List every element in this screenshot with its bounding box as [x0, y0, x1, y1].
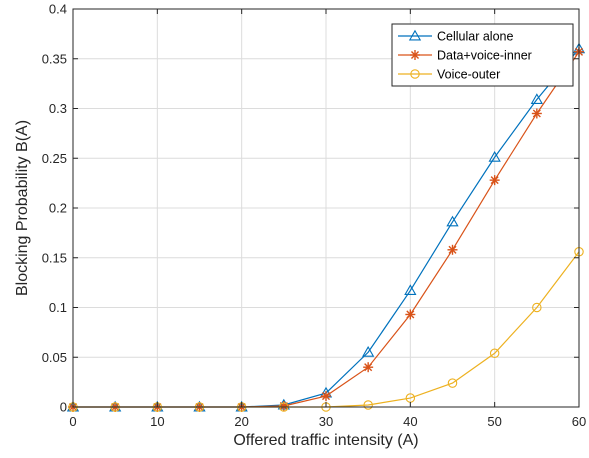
- data-point: [321, 391, 331, 402]
- data-point: [405, 309, 416, 320]
- legend: Cellular alone Data+voice-inner Voice-oute…: [391, 23, 574, 87]
- y-tick-label: 0.25: [42, 151, 67, 166]
- legend-label: Data+voice-inner: [437, 49, 532, 63]
- tick-labels: 0 10 20 30 40 50 60 0 0.05 0.1 0.15 0.2 0.25 0.3 0.35 0…: [42, 2, 587, 430]
- y-axis-label: Blocking Probability B(A): [14, 120, 31, 296]
- data-point: [489, 348, 500, 359]
- legend-label: Voice-outer: [437, 68, 500, 82]
- data-point: [362, 345, 375, 357]
- legend-marker: [410, 50, 420, 60]
- legend-item: Cellular alone: [398, 30, 513, 44]
- legend-label: Cellular alone: [437, 30, 513, 44]
- x-tick-label: 20: [234, 414, 248, 429]
- x-tick-label: 0: [69, 414, 76, 429]
- x-axis-label: Offered traffic intensity (A): [233, 432, 418, 449]
- series-layer: [66, 42, 586, 412]
- y-tick-label: 0: [60, 400, 67, 415]
- legend-marker: [410, 69, 420, 79]
- legend-item: Voice-outer: [398, 68, 500, 82]
- tick-marks: [72, 8, 580, 408]
- data-point: [363, 400, 373, 410]
- legend-marker: [408, 29, 422, 41]
- data-point: [447, 378, 458, 388]
- x-tick-label: 10: [150, 414, 164, 429]
- y-tick-label: 0.05: [42, 350, 67, 365]
- y-tick-label: 0.2: [49, 201, 67, 216]
- data-point: [531, 108, 542, 119]
- data-point: [530, 93, 543, 104]
- y-tick-label: 0.3: [49, 101, 67, 116]
- y-tick-label: 0.4: [49, 2, 67, 17]
- y-tick-label: 0.35: [42, 51, 67, 66]
- y-tick-label: 0.1: [49, 300, 67, 315]
- data-point: [404, 284, 417, 296]
- data-point: [488, 150, 501, 162]
- data-point: [532, 302, 542, 313]
- data-point: [446, 215, 459, 227]
- legend-item: Data+voice-inner: [398, 49, 532, 63]
- y-tick-label: 0.15: [42, 250, 67, 265]
- data-point: [489, 175, 500, 186]
- x-tick-label: 30: [319, 414, 333, 429]
- data-point: [363, 362, 374, 373]
- x-tick-label: 40: [403, 414, 417, 429]
- x-tick-label: 50: [487, 414, 501, 429]
- data-point: [447, 244, 458, 255]
- x-tick-label: 60: [572, 414, 586, 429]
